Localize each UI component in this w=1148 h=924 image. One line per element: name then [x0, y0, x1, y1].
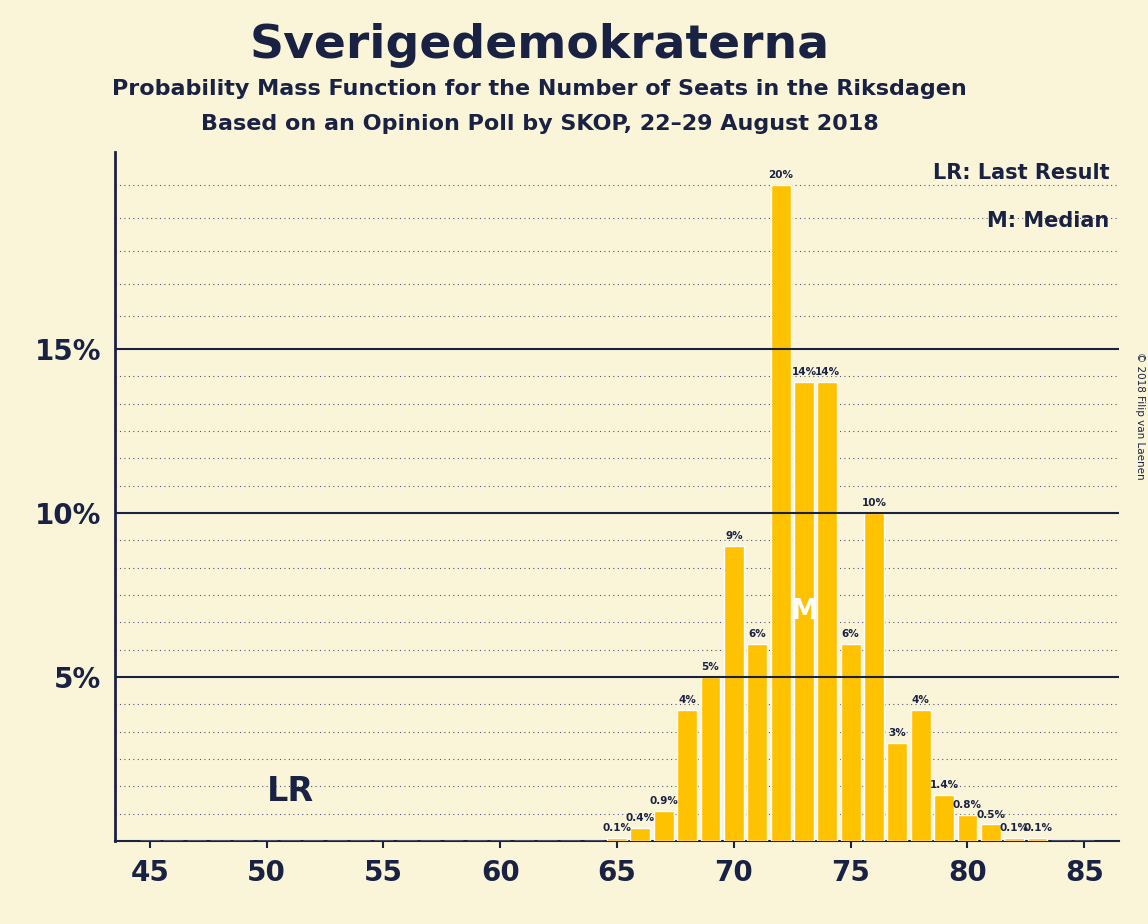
Bar	[654, 811, 674, 841]
Text: 0.5%: 0.5%	[976, 809, 1006, 820]
Text: 6%: 6%	[841, 629, 860, 639]
Text: M: Median: M: Median	[987, 211, 1109, 231]
Text: 0.9%: 0.9%	[650, 796, 678, 807]
Text: 4%: 4%	[678, 695, 696, 705]
Bar	[794, 382, 814, 841]
Text: Probability Mass Function for the Number of Seats in the Riksdagen: Probability Mass Function for the Number…	[113, 79, 967, 99]
Text: 0.1%: 0.1%	[603, 822, 631, 833]
Text: LR: Last Result: LR: Last Result	[932, 163, 1109, 183]
Bar	[770, 185, 791, 841]
Text: Sverigedemokraterna: Sverigedemokraterna	[249, 23, 830, 68]
Text: 0.8%: 0.8%	[953, 799, 982, 809]
Bar	[607, 837, 627, 841]
Bar	[1027, 837, 1047, 841]
Bar	[840, 644, 861, 841]
Text: 9%: 9%	[726, 531, 743, 541]
Text: LR: LR	[266, 775, 313, 808]
Bar	[700, 677, 721, 841]
Text: 20%: 20%	[768, 170, 793, 180]
Text: Based on an Opinion Poll by SKOP, 22–29 August 2018: Based on an Opinion Poll by SKOP, 22–29 …	[201, 114, 878, 134]
Text: 14%: 14%	[791, 367, 816, 377]
Text: 10%: 10%	[861, 498, 886, 508]
Bar	[724, 546, 744, 841]
Text: 14%: 14%	[815, 367, 840, 377]
Bar	[747, 644, 767, 841]
Bar	[910, 710, 931, 841]
Text: M: M	[790, 598, 817, 626]
Text: 5%: 5%	[701, 662, 720, 672]
Text: © 2018 Filip van Laenen: © 2018 Filip van Laenen	[1135, 352, 1145, 480]
Bar	[630, 828, 650, 841]
Text: 0.1%: 0.1%	[1000, 822, 1029, 833]
Bar	[934, 795, 954, 841]
Bar	[1004, 837, 1024, 841]
Bar	[980, 824, 1001, 841]
Bar	[957, 815, 977, 841]
Text: 1.4%: 1.4%	[930, 780, 959, 790]
Bar	[864, 513, 884, 841]
Text: 3%: 3%	[889, 727, 906, 737]
Text: 0.1%: 0.1%	[1023, 822, 1052, 833]
Text: 4%: 4%	[912, 695, 930, 705]
Bar	[817, 382, 837, 841]
Bar	[887, 743, 907, 841]
Text: 0.4%: 0.4%	[626, 813, 656, 822]
Text: 6%: 6%	[748, 629, 766, 639]
Bar	[677, 710, 697, 841]
